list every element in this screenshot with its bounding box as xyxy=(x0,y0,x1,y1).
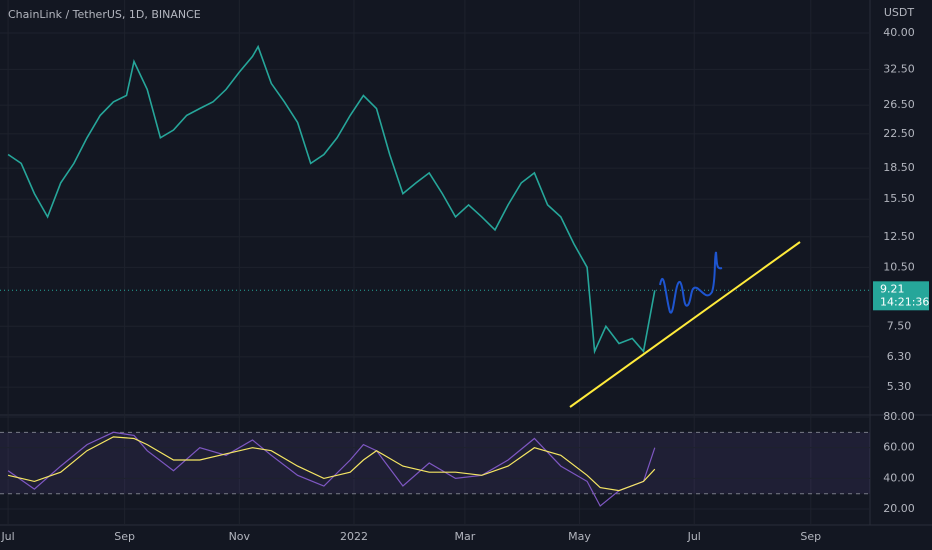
x-tick-label: 2022 xyxy=(340,530,368,543)
current-price-label: 9.21 xyxy=(880,282,905,295)
price-line xyxy=(7,436,656,492)
x-tick-label: Jul xyxy=(687,530,701,543)
y-tick-label: 40.00 xyxy=(883,26,915,39)
x-tick-label: Sep xyxy=(800,530,821,543)
x-tick-label: May xyxy=(568,530,591,543)
y-tick-label: 15.50 xyxy=(883,192,915,205)
y-tick-label: 12.50 xyxy=(883,230,915,243)
currency-label: USDT xyxy=(884,6,915,19)
y-tick-label: 6.30 xyxy=(887,350,912,363)
x-tick-label: Sep xyxy=(114,530,135,543)
y-tick-label: 80.00 xyxy=(883,410,915,423)
y-tick-label: 18.50 xyxy=(883,161,915,174)
y-tick-label: 10.50 xyxy=(883,260,915,273)
y-tick-label: 60.00 xyxy=(883,441,915,454)
price-line xyxy=(7,44,656,355)
y-tick-label: 40.00 xyxy=(883,471,915,484)
current-price-box xyxy=(873,281,929,311)
rsi-band xyxy=(0,432,870,494)
y-tick-label: 20.00 xyxy=(883,502,915,515)
price-line xyxy=(7,431,656,507)
y-tick-label: 7.50 xyxy=(887,319,912,332)
x-tick-label: Jul xyxy=(0,530,14,543)
countdown-label: 14:21:36 xyxy=(880,295,929,308)
chart-title: ChainLink / TetherUS, 1D, BINANCE xyxy=(8,8,201,21)
x-tick-label: Mar xyxy=(455,530,476,543)
scribble-drawing xyxy=(659,251,723,314)
x-tick-label: Nov xyxy=(229,530,251,543)
y-tick-label: 26.50 xyxy=(883,98,915,111)
y-tick-label: 5.30 xyxy=(887,380,912,393)
y-tick-label: 32.50 xyxy=(883,62,915,75)
trend-line-drawing xyxy=(569,241,801,408)
y-tick-label: 22.50 xyxy=(883,127,915,140)
plot xyxy=(0,0,870,525)
